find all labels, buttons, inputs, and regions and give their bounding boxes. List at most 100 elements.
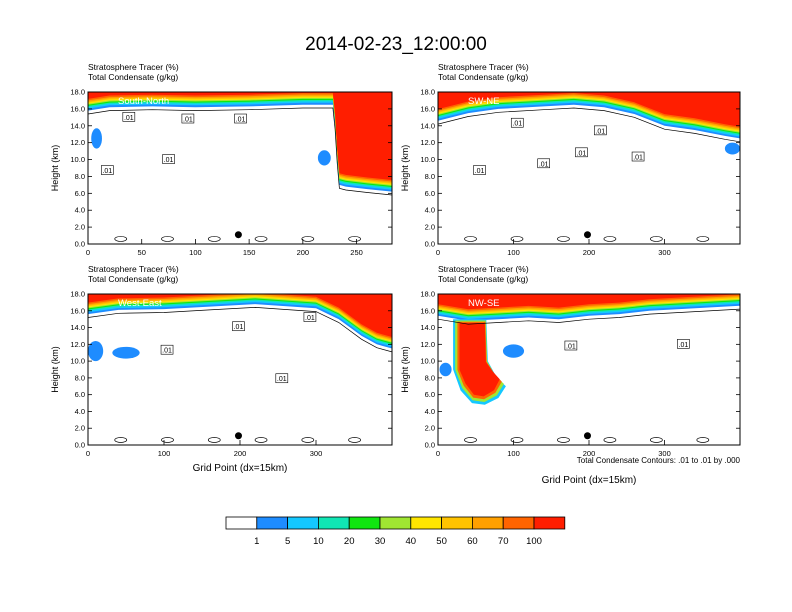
y-tick-label: 10.0	[70, 357, 85, 366]
y-tick-label: 12.0	[70, 138, 85, 147]
surface-contour	[557, 437, 570, 443]
contour-label-box	[122, 112, 136, 122]
y-tick-label: 18.0	[420, 290, 435, 299]
surface-contour	[696, 236, 710, 242]
colorbar-swatch	[533, 516, 566, 530]
x-tick-label: 50	[138, 248, 146, 257]
x-tick-label: 0	[436, 248, 440, 257]
y-tick-label: 4.0	[425, 206, 435, 215]
x-tick-label: 0	[86, 248, 90, 257]
x-tick-label: 0	[436, 449, 440, 458]
surface-contour	[510, 236, 524, 242]
panel-label: South-North	[118, 96, 169, 107]
panel-title-line1: Stratosphere Tracer (%)	[438, 62, 529, 72]
y-tick-label: 0.0	[425, 441, 435, 450]
panels: .01 .01 .01 .01 .01 South-North Stratosphere T…	[50, 62, 741, 486]
surface-contour	[301, 437, 315, 443]
tracer-patch	[317, 150, 331, 166]
y-axis-label: Height (km)	[400, 346, 410, 393]
tracer-patch	[502, 344, 525, 358]
intrusion-layer-10	[459, 323, 500, 397]
x-tick-label: 200	[297, 248, 310, 257]
panel-1: .01 .01 .01 .01 .01 South-North Stratosphere T…	[50, 62, 393, 257]
contour-label: .01	[475, 168, 485, 175]
surface-contour	[348, 437, 361, 443]
surface-contour	[603, 236, 617, 242]
y-tick-label: 10.0	[70, 155, 85, 164]
y-tick-label: 8.0	[425, 172, 435, 181]
contour-label: .01	[236, 117, 246, 124]
contour-label: .01	[633, 155, 643, 162]
y-tick-label: 6.0	[75, 390, 85, 399]
condensate-contour	[88, 107, 392, 196]
y-tick-label: 6.0	[425, 189, 435, 198]
y-tick-label: 6.0	[75, 189, 85, 198]
y-tick-label: 14.0	[420, 121, 435, 130]
colorbar-label: 100	[526, 536, 542, 547]
plot-area: .01 .01 .01 .01 .01 .01	[438, 92, 740, 244]
y-tick-label: 18.0	[70, 88, 85, 97]
contour-label-box	[160, 344, 174, 355]
surface-contour	[114, 236, 128, 242]
colorbar: 1 5 10 20 30 40 50 60 70 100	[225, 516, 566, 547]
y-tick-label: 8.0	[75, 172, 85, 181]
y-tick-label: 6.0	[425, 390, 435, 399]
y-tick-label: 0.0	[425, 240, 435, 249]
y-tick-label: 2.0	[425, 223, 435, 232]
surface-contour	[603, 437, 617, 443]
x-axis-label: Grid Point (dx=15km)	[542, 475, 637, 486]
contour-label-box	[631, 151, 645, 162]
colorbar-label: 1	[254, 536, 259, 547]
colorbar-swatch	[348, 516, 381, 530]
contour-label: .01	[577, 150, 587, 157]
contour-label: .01	[512, 121, 522, 128]
contour-label: .01	[162, 348, 172, 355]
location-marker	[234, 432, 242, 440]
y-tick-label: 14.0	[70, 323, 85, 332]
contour-label-box	[303, 312, 317, 322]
tracer-band-10	[438, 92, 740, 127]
contour-label-box	[564, 340, 578, 351]
location-marker	[583, 432, 591, 440]
plot-area: .01 .01 .01 .01	[88, 294, 392, 445]
panel-title-line1: Stratosphere Tracer (%)	[88, 264, 179, 274]
colorbar-swatch	[410, 516, 442, 530]
x-tick-label: 300	[658, 449, 671, 458]
panel-title-line2: Total Condensate (g/kg)	[438, 72, 528, 82]
tracer-patch	[439, 362, 452, 377]
panel-title-line1: Stratosphere Tracer (%)	[88, 62, 179, 72]
contour-label-box	[473, 165, 486, 175]
y-tick-label: 12.0	[70, 340, 85, 349]
x-tick-label: 150	[243, 248, 256, 257]
y-tick-label: 12.0	[420, 138, 435, 147]
colorbar-label: 10	[313, 536, 324, 547]
x-tick-label: 250	[350, 248, 363, 257]
surface-contour	[161, 437, 174, 443]
y-tick-label: 2.0	[75, 424, 85, 433]
y-tick-label: 0.0	[75, 441, 85, 450]
y-tick-label: 14.0	[420, 323, 435, 332]
panel-title-line2: Total Condensate (g/kg)	[88, 274, 178, 284]
colorbar-swatch	[471, 516, 504, 530]
colorbar-swatch	[225, 516, 258, 530]
surface-contour	[254, 236, 268, 242]
contour-label-box	[181, 113, 195, 124]
condensate-contour	[438, 308, 740, 325]
panel-label: SW-NE	[468, 96, 500, 107]
y-tick-label: 4.0	[75, 407, 85, 416]
contour-label: .01	[183, 117, 193, 124]
surface-contour	[161, 236, 174, 242]
y-tick-label: 14.0	[70, 121, 85, 130]
colorbar-label: 20	[344, 536, 355, 547]
contour-label-box	[537, 158, 551, 169]
contour-label-box	[510, 117, 524, 128]
panel-title-line1: Stratosphere Tracer (%)	[438, 264, 529, 274]
x-tick-label: 100	[189, 248, 202, 257]
colorbar-label: 30	[375, 536, 386, 547]
tracer-patch	[91, 128, 102, 149]
x-tick-label: 200	[583, 449, 596, 458]
x-tick-label: 100	[158, 449, 171, 458]
x-tick-label: 100	[507, 248, 520, 257]
